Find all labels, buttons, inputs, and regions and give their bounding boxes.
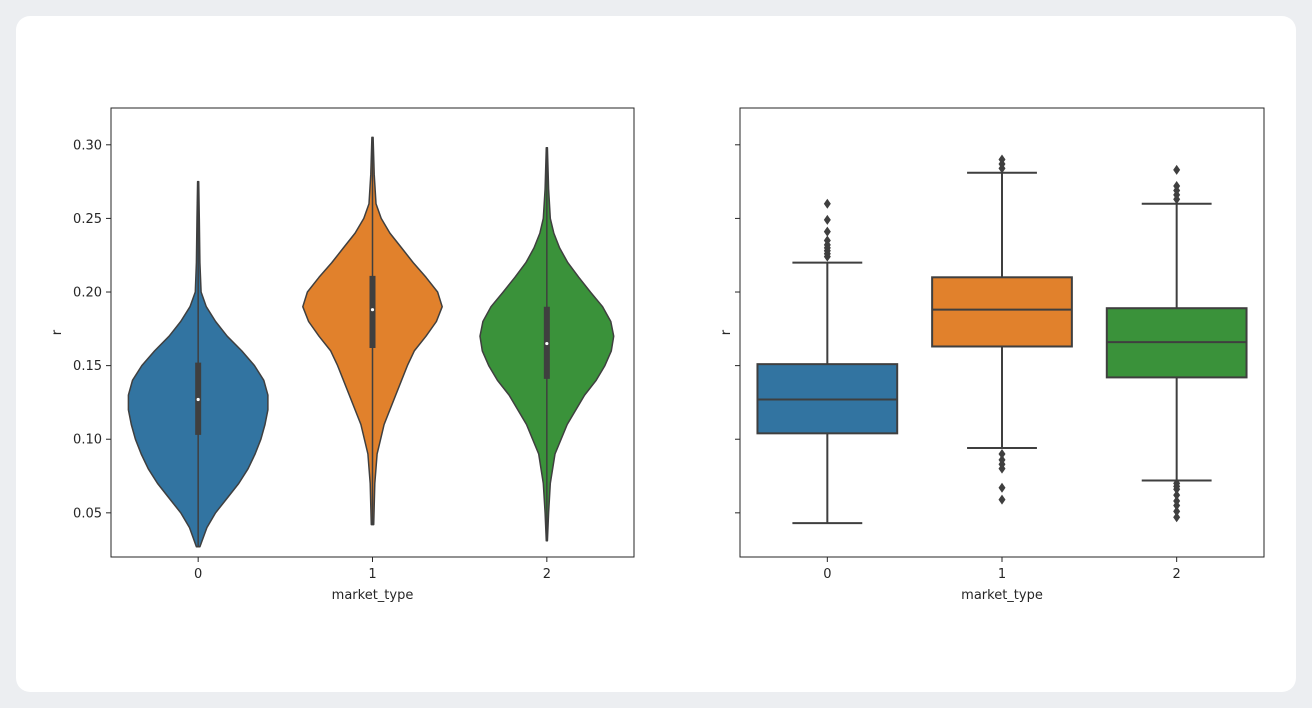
- x-tick-label: 0: [194, 567, 202, 582]
- box-outlier: [1173, 478, 1181, 489]
- x-axis-label: market_type: [332, 588, 414, 603]
- x-tick-label: 1: [998, 567, 1006, 582]
- y-axis-label: r: [50, 329, 65, 335]
- box-outlier: [823, 198, 831, 209]
- box-outlier: [998, 494, 1006, 505]
- chart-card: 0.05 0.10 0.15 0.20 0.25 0.30 0 1 2 market_type r …: [16, 16, 1296, 692]
- y-tick-label: 0.05: [73, 506, 102, 521]
- x-tick-label: 1: [368, 567, 376, 582]
- box-outlier: [823, 226, 831, 237]
- y-tick-label: 0.25: [73, 212, 102, 227]
- violin-median-dot: [545, 341, 549, 346]
- box-outlier: [998, 482, 1006, 493]
- box-outlier: [1173, 164, 1181, 175]
- chart-figure: 0.050.100.150.200.250.300 1 2market_typer …: [50, 107, 1265, 603]
- box-outlier: [823, 214, 831, 225]
- box-outlier: [1173, 512, 1181, 523]
- violin-median-dot: [196, 397, 200, 402]
- box-iqr: [931, 276, 1073, 348]
- y-tick-label: 0.20: [73, 286, 102, 301]
- box-outlier: [998, 448, 1006, 459]
- box-outlier: [1173, 490, 1181, 501]
- violin-plot-panel: 0.05 0.10 0.15 0.20 0.25 0.30 0 1 2 market_type r: [50, 107, 635, 603]
- y-axis-label: r: [719, 329, 734, 335]
- box-plot-panel: 0 1 2 market_type r: [719, 107, 1265, 603]
- box-outlier: [1173, 496, 1181, 507]
- y-tick-label: 0.30: [73, 138, 102, 153]
- x-tick-label: 0: [823, 567, 831, 582]
- y-tick-label: 0.10: [73, 433, 102, 448]
- box-outlier: [823, 235, 831, 246]
- box-outlier: [1173, 506, 1181, 517]
- y-tick-label: 0.15: [73, 359, 102, 374]
- box-outlier: [998, 454, 1006, 465]
- box-outlier: [998, 154, 1006, 165]
- violin-median-dot: [370, 308, 375, 312]
- x-tick-label: 2: [1173, 567, 1181, 582]
- x-axis-label: market_type: [961, 588, 1043, 603]
- x-tick-label: 2: [543, 567, 551, 582]
- box-outlier: [1173, 181, 1181, 192]
